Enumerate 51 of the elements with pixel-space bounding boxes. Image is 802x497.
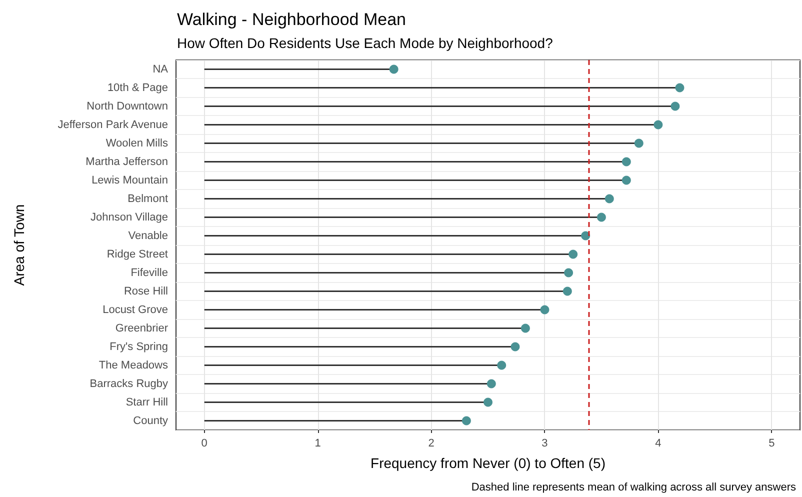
point <box>634 138 644 148</box>
y-tick-label: The Meadows <box>98 359 168 372</box>
x-tick-label: 2 <box>428 438 434 450</box>
point <box>604 194 614 204</box>
y-tick-label: Fifeville <box>130 266 168 279</box>
chart-title: Walking - Neighborhood Mean <box>177 10 406 29</box>
x-tick-label: 0 <box>201 438 208 450</box>
y-axis-title: Area of Town <box>11 204 27 286</box>
point <box>596 212 606 222</box>
y-tick-label: Barracks Rugby <box>90 378 168 390</box>
y-tick-label: Woolen Mills <box>106 137 168 150</box>
y-tick-label: Fry's Spring <box>110 340 168 353</box>
point <box>622 176 631 185</box>
point <box>389 64 398 74</box>
point <box>581 231 590 240</box>
y-tick-label: Martha Jefferson <box>86 156 168 168</box>
y-tick-label: Locust Grove <box>102 304 168 316</box>
x-axis-title: Frequency from Never (0) to Often (5) <box>370 455 606 471</box>
y-tick-label: Jefferson Park Avenue <box>58 118 168 131</box>
y-tick-label: 10th & Page <box>107 82 168 94</box>
x-tick-label: 1 <box>314 438 321 450</box>
point <box>654 120 663 130</box>
point <box>510 342 520 352</box>
x-tick-label: 5 <box>768 438 775 450</box>
point <box>670 102 680 111</box>
point <box>675 83 684 92</box>
y-tick-label: Rose Hill <box>124 285 168 298</box>
chart-subtitle: How Often Do Residents Use Each Mode by Neighborhood? <box>177 35 554 51</box>
x-tick-label: 3 <box>542 438 548 450</box>
y-tick-label: Venable <box>128 230 168 242</box>
y-tick-label: County <box>133 414 168 427</box>
y-tick-label: NA <box>152 63 169 76</box>
point <box>484 398 492 407</box>
x-tick-label: 4 <box>655 438 662 450</box>
y-tick-label: North Downtown <box>86 100 168 112</box>
point <box>520 324 530 333</box>
y-tick-label: Johnson Village <box>90 211 168 224</box>
y-tick-label: Starr Hill <box>126 396 168 408</box>
point <box>562 286 572 296</box>
y-tick-label: Greenbrier <box>115 322 168 334</box>
text: Dashed line represents mean of walking across all survey answers <box>471 482 796 494</box>
point <box>622 157 631 166</box>
y-tick-label: Ridge Street <box>106 248 168 260</box>
point <box>462 416 471 426</box>
point <box>568 250 578 259</box>
point <box>540 305 550 314</box>
y-tick-label: Belmont <box>128 192 168 205</box>
y-tick-label: Lewis Mountain <box>92 174 168 186</box>
point <box>497 360 506 370</box>
point <box>486 379 496 388</box>
point <box>564 268 574 278</box>
